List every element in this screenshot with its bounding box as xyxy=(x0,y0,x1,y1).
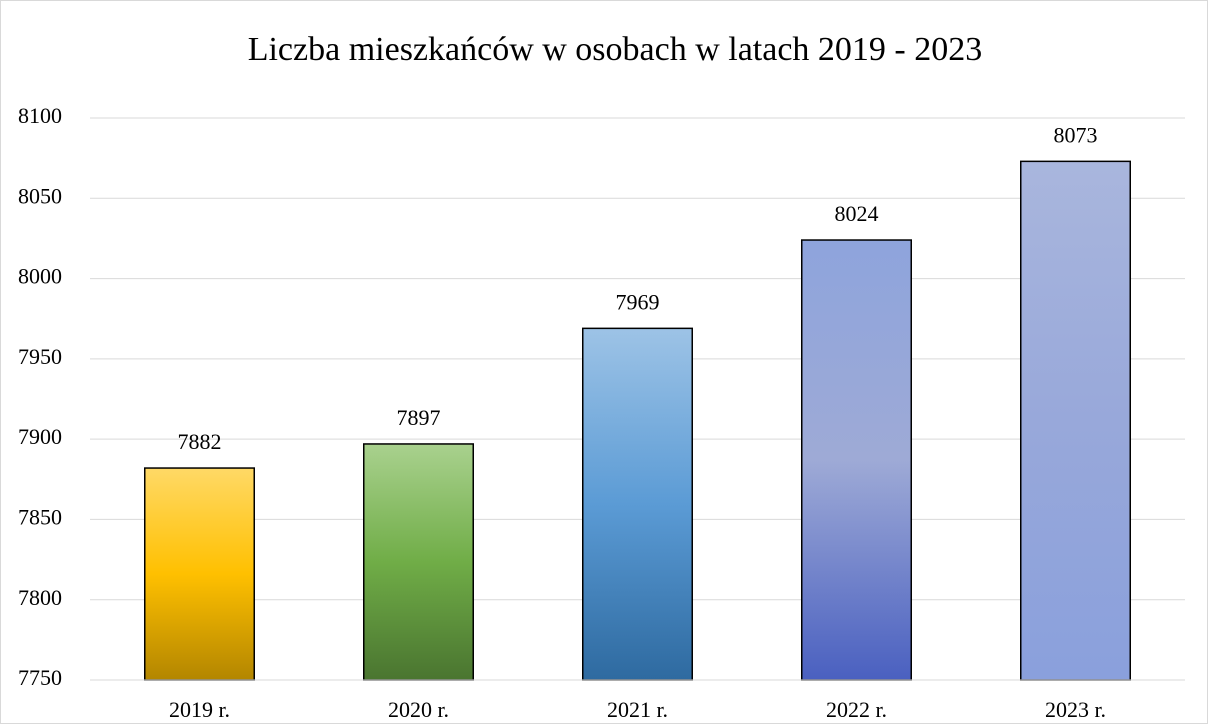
x-tick-label: 2022 r. xyxy=(826,697,887,722)
y-tick-label: 7950 xyxy=(18,344,62,369)
x-tick-label: 2023 r. xyxy=(1045,697,1106,722)
y-tick-label: 7750 xyxy=(18,665,62,690)
bar xyxy=(582,327,693,681)
value-label: 7882 xyxy=(178,429,222,454)
y-tick-label: 8000 xyxy=(18,264,62,289)
chart-title: Liczba mieszkańców w osobach w latach 20… xyxy=(248,31,983,68)
value-label: 7969 xyxy=(616,289,660,314)
bar xyxy=(144,467,255,681)
value-label: 8073 xyxy=(1054,122,1098,147)
bar xyxy=(363,443,474,681)
bar xyxy=(1020,160,1131,681)
value-label: 8024 xyxy=(835,201,879,226)
y-tick-label: 7850 xyxy=(18,504,62,529)
y-tick-label: 7800 xyxy=(18,585,62,610)
x-tick-label: 2021 r. xyxy=(607,697,668,722)
y-tick-label: 8050 xyxy=(18,183,62,208)
bar xyxy=(801,239,912,681)
x-tick-label: 2020 r. xyxy=(388,697,449,722)
x-tick-label: 2019 r. xyxy=(169,697,230,722)
y-tick-label: 7900 xyxy=(18,424,62,449)
value-label: 7897 xyxy=(397,405,441,430)
y-tick-label: 8100 xyxy=(18,103,62,128)
